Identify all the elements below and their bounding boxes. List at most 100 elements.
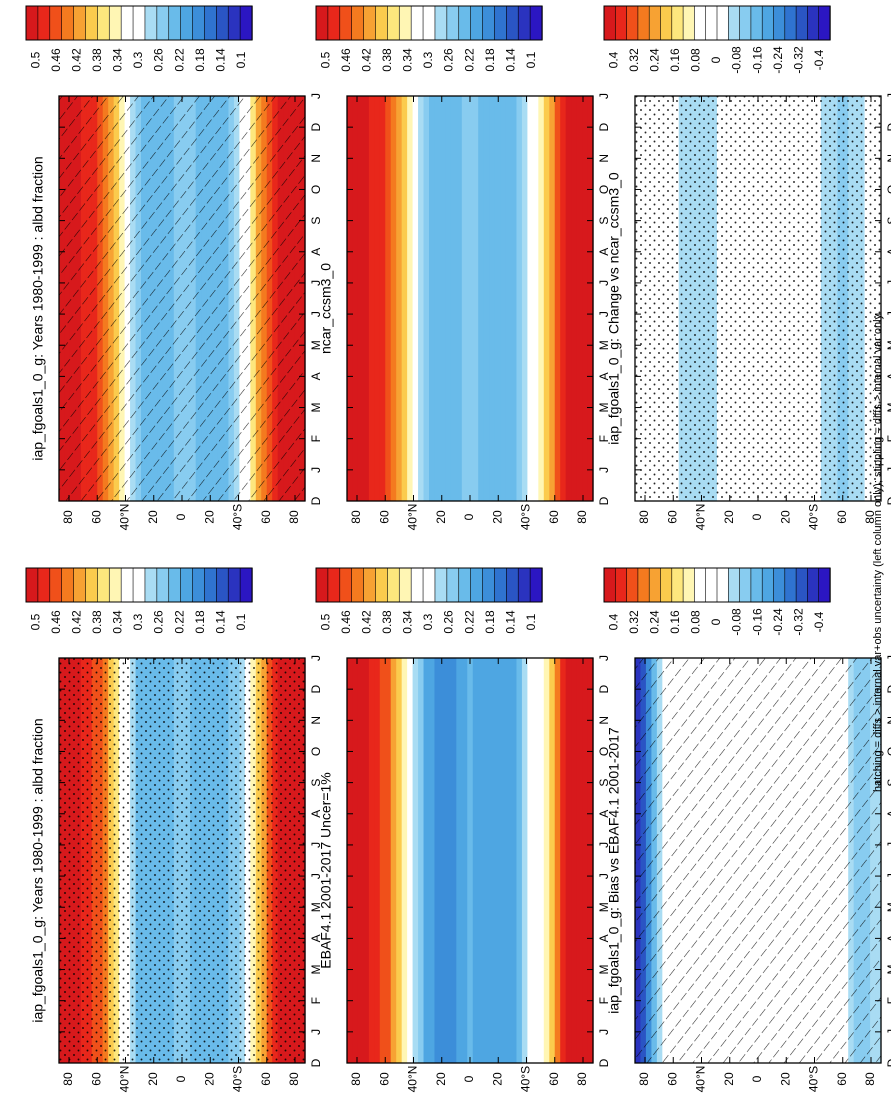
heatmap-cell [368,658,375,1063]
colorbar-swatch [470,5,484,41]
colorbar-swatch [180,567,194,603]
colorbar-swatch [192,567,206,603]
latitude-label: 60 [547,510,561,524]
colorbar-label: 0.46 [339,48,353,72]
colorbar-swatch [25,567,39,603]
month-label: J [309,467,323,473]
month-label: A [597,372,611,380]
month-label: J [885,93,891,99]
heatmap-cell [347,658,354,1063]
month-label: O [309,185,323,194]
heatmap-cell [565,658,572,1063]
colorbar-swatch [422,567,436,603]
colorbar-swatch [216,567,229,603]
colorbar-swatch [603,5,616,41]
month-label: D [597,496,611,505]
heatmap-cell [407,96,414,501]
colorbar-swatch [132,567,146,603]
colorbar-label: 0.26 [152,48,166,72]
colorbar-label: 0.34 [111,610,125,634]
month-label: M [885,340,891,350]
latitude-label: 0 [462,1075,476,1082]
colorbar-label: 0.42 [70,48,84,72]
colorbar-swatch [750,5,763,41]
colorbar-swatch [660,5,673,41]
heatmap-cell [571,658,578,1063]
heatmap-cell [407,658,414,1063]
month-label: M [597,340,611,350]
latitude-label: 0 [174,513,188,520]
colorbar-label: 0.34 [401,48,415,72]
heatmap-cell [396,658,403,1063]
heatmap-cell [379,658,386,1063]
month-label: D [309,122,323,131]
colorbar-label: 0.32 [627,610,641,634]
heatmap-cell [418,96,425,501]
colorbar-label: 0.3 [421,613,435,630]
colorbar-swatch [387,567,400,603]
heatmap-cell [423,658,430,1063]
colorbar-swatch [470,567,484,603]
colorbar-swatch [192,5,206,41]
latitude-label: 20 [778,1072,792,1086]
colorbar-swatch [204,567,218,603]
month-label: O [885,747,891,756]
colorbar-label: 0.18 [193,610,207,634]
heatmap-cell [483,658,490,1063]
colorbar-swatch [398,567,412,603]
month-label: A [885,248,891,256]
colorbar-swatch [807,567,820,603]
month-label: D [885,122,891,131]
latitude-label: 80 [637,1072,651,1086]
month-label: F [885,997,891,1004]
colorbar-swatch [108,567,122,603]
month-label: D [309,684,323,693]
month-label: D [597,684,611,693]
heatmap-cell [445,658,452,1063]
heatmap-cell [357,658,364,1063]
month-label: J [309,873,323,879]
colorbar-swatch [327,5,341,41]
colorbar-swatch [239,5,253,41]
panel-title: iap_fgoals1_0_g: Years 1980-1999 : albd … [30,718,46,1022]
heatmap-cell [472,658,479,1063]
month-label: A [885,810,891,818]
month-label: D [885,684,891,693]
latitude-label: 60 [259,510,273,524]
latitude-label: 40°S [807,504,821,530]
colorbar-label: 0.08 [689,48,703,72]
month-label: J [885,842,891,848]
heatmap-cell [505,96,512,501]
colorbar-swatch [517,5,531,41]
colorbar-label: 0.46 [49,610,63,634]
panel-reference-obs: D J F M A M J J A S O N D J 80 60 40°N 20 0 20 40°S 60 80 EBAF4… [318,655,611,1092]
heatmap-cell [396,96,403,501]
colorbar-swatch [315,567,329,603]
latitude-label: 40°N [118,504,132,531]
latitude-label: 20 [202,510,216,524]
colorbar-swatch [375,5,389,41]
month-label: O [885,185,891,194]
heatmap-cell [456,658,463,1063]
colorbar-swatch [716,567,729,603]
colorbar-frame [25,5,253,41]
colorbar-label: 0.14 [503,48,517,72]
colorbar-label: 0.26 [442,48,456,72]
colorbar-label: 0.5 [28,613,42,630]
colorbar-swatch [398,5,412,41]
colorbar-swatch [339,5,353,41]
colorbar-label: 0.42 [70,610,84,634]
colorbar-swatch [49,567,63,603]
month-label: D [885,496,891,505]
heatmap-cell [352,96,359,501]
month-label: J [597,1029,611,1035]
latitude-label: 0 [462,513,476,520]
latitude-label: 60 [259,1072,273,1086]
month-label: J [885,280,891,286]
heatmap-cell [489,96,496,501]
colorbar-swatch [132,5,146,41]
hatching-overlay [59,96,305,501]
colorbar-label: 0.38 [380,610,394,634]
colorbar-swatch [773,5,786,41]
colorbar-swatch [227,567,241,603]
